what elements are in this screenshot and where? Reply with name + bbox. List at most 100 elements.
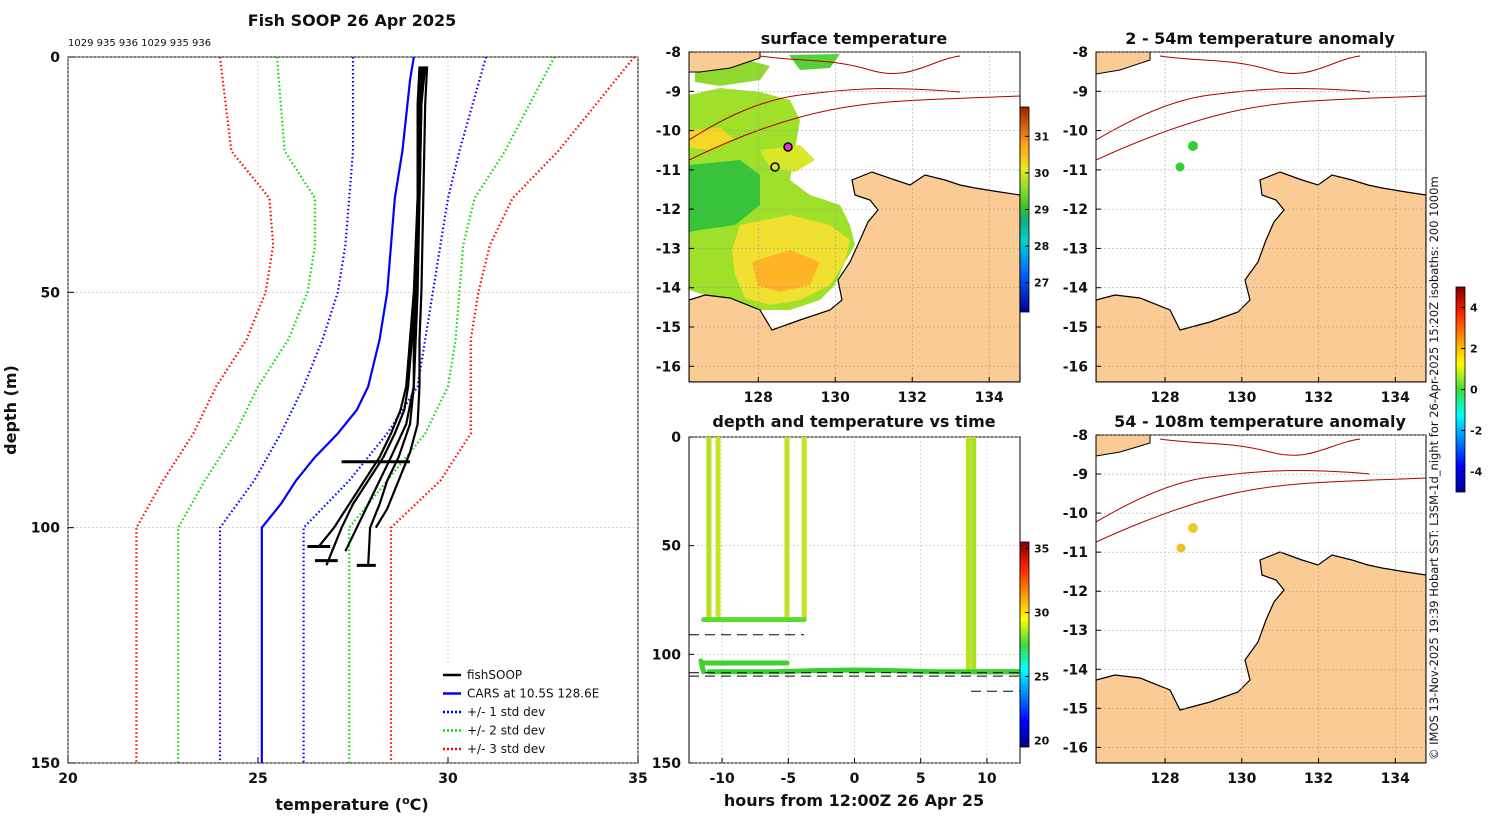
profile-series-fishsoop-3 xyxy=(344,66,427,552)
anom-cb-tick-label: -4 xyxy=(1470,466,1483,479)
sst-xtick-label: 132 xyxy=(898,390,927,406)
sst-marker-1 xyxy=(783,142,793,152)
anom1-dot-1 xyxy=(1188,141,1198,151)
anom1-land xyxy=(1096,171,1426,382)
time-xtick-label: 0 xyxy=(850,771,860,787)
anom2-dot-2 xyxy=(1176,543,1186,553)
profile-xtick-label: 25 xyxy=(248,771,267,787)
anom1-ticks: 128 130 132 134 -8 -9 -10 -11 -12 -13 -14 -15 -16 xyxy=(1063,45,1410,406)
sst-cb-tick-label: 29 xyxy=(1034,204,1049,217)
anom1-xtick-label: 130 xyxy=(1227,390,1256,406)
sst-cb-tick-label: 27 xyxy=(1034,277,1049,290)
anom2-ytick-label: -16 xyxy=(1063,740,1088,756)
anom1-ytick-label: -16 xyxy=(1063,359,1088,375)
profile-axes xyxy=(67,56,639,764)
sst-patch-cool xyxy=(689,160,760,232)
anom2-map xyxy=(1096,435,1426,763)
anomaly-colorbar-ticks: 4 2 0 -2 -4 xyxy=(1461,302,1483,479)
sst-patch-east xyxy=(760,145,815,172)
legend-label: +/- 1 std dev xyxy=(467,705,545,719)
time-ytick-label: 150 xyxy=(652,756,681,772)
anom2-ticks: 128 130 132 134 -8 -9 -10 -11 -12 -13 -14 -15 -16 xyxy=(1063,428,1410,787)
anom2-dot-1 xyxy=(1188,523,1198,533)
anom2-panel: 54 - 108m temperature anomaly 128 130 132 1… xyxy=(1063,286,1483,787)
profile-ytick-label: 0 xyxy=(50,50,60,66)
time-colorbar-ticks: 35 30 25 20 xyxy=(1025,542,1050,748)
profile-ytick-label: 150 xyxy=(31,756,60,772)
anom2-ytick-label: -15 xyxy=(1063,701,1088,717)
sst-ytick-label: -11 xyxy=(656,163,681,179)
sst-ticks: 128 130 132 134 -8 -9 -10 -11 -12 -13 -14 -15 -16 xyxy=(656,45,1004,406)
sst-ytick-label: -16 xyxy=(656,359,681,375)
profile-ticks: 20 25 30 35 0 50 100 150 xyxy=(31,50,648,787)
time-panel: depth and temperature vs time -10 -5 0 5 100… xyxy=(652,412,1050,810)
time-xtick-label: -10 xyxy=(709,771,735,787)
anom2-ytick-label: -8 xyxy=(1072,428,1088,444)
anom-cb-tick-label: 4 xyxy=(1470,302,1478,315)
profile-lines xyxy=(135,57,636,763)
legend-label: +/- 2 std dev xyxy=(467,724,545,738)
anom1-ytick-label: -13 xyxy=(1063,241,1088,257)
sst-ytick-label: -14 xyxy=(656,281,682,297)
profile-xlabel-unit: o xyxy=(402,794,410,807)
profile-series--3-std xyxy=(389,57,636,763)
sst-xtick-label: 134 xyxy=(975,390,1004,406)
time-axes xyxy=(688,436,1021,764)
anom1-panel: 2 - 54m temperature anomaly 128 130 132 134… xyxy=(1063,29,1427,406)
legend-label: CARS at 10.5S 128.6E xyxy=(467,687,599,701)
credit-text: © IMOS 13-Nov-2025 19:39 Hobart SST: L3S… xyxy=(1427,176,1441,760)
time-ytick-label: 100 xyxy=(652,647,681,663)
sst-colorbar-ticks: 27 28 29 30 31 xyxy=(1025,130,1050,290)
profile-ytick-label: 100 xyxy=(31,521,60,537)
anom2-xtick-label: 132 xyxy=(1304,771,1333,787)
anom1-ytick-label: -9 xyxy=(1072,84,1088,100)
anom2-xtick-label: 128 xyxy=(1150,771,1179,787)
profile-xlabel-main: temperature ( xyxy=(275,795,402,814)
time-trace xyxy=(698,658,707,675)
profile-subtitle: 1029 935 936 1029 935 936 xyxy=(68,38,211,49)
sst-xtick-label: 130 xyxy=(821,390,850,406)
sst-grid xyxy=(689,51,1020,382)
anom1-map xyxy=(1096,52,1426,382)
profile-series--3-std xyxy=(135,57,275,763)
profile-panel: Fish SOOP 26 Apr 2025 1029 935 936 1029 … xyxy=(1,11,648,814)
profile-series-fishsoop-4 xyxy=(367,66,421,566)
sst-ytick-label: -8 xyxy=(665,45,681,61)
time-title: depth and temperature vs time xyxy=(712,412,995,431)
sst-title: surface temperature xyxy=(761,29,948,48)
profile-xtick-label: 35 xyxy=(628,771,647,787)
anom1-ytick-label: -11 xyxy=(1063,163,1088,179)
anom2-ytick-label: -13 xyxy=(1063,623,1088,639)
sst-ytick-label: -10 xyxy=(656,124,682,140)
time-colorbar xyxy=(1019,541,1030,748)
anom1-xtick-label: 132 xyxy=(1304,390,1333,406)
anom1-dot-2 xyxy=(1175,162,1185,172)
sst-xtick-label: 128 xyxy=(744,390,773,406)
sst-land xyxy=(689,171,1020,382)
legend-label: +/- 3 std dev xyxy=(467,742,545,756)
anom1-grid xyxy=(1096,51,1426,382)
anom-cb-tick-label: 0 xyxy=(1470,384,1478,397)
time-xlabel: hours from 12:00Z 26 Apr 25 xyxy=(724,791,984,810)
anom1-ytick-label: -15 xyxy=(1063,320,1088,336)
sst-panel: surface temperature 128 130 132 134 -8 -9 xyxy=(656,29,1050,406)
sst-isobath-200 xyxy=(689,95,1020,161)
time-ytick-label: 50 xyxy=(662,539,682,555)
profile-xlabel-end: C) xyxy=(410,795,429,814)
anom1-xtick-label: 134 xyxy=(1381,390,1410,406)
anom1-ytick-label: -12 xyxy=(1063,202,1088,218)
sst-cb-tick-label: 31 xyxy=(1034,130,1049,143)
time-cb-tick-label: 20 xyxy=(1034,735,1050,748)
anom1-land-north xyxy=(1096,52,1151,75)
legend-box xyxy=(438,663,634,757)
anom-cb-tick-label: -2 xyxy=(1470,425,1482,438)
time-cb-tick-label: 25 xyxy=(1034,671,1049,684)
sst-cb-tick-label: 28 xyxy=(1034,240,1049,253)
anom1-ytick-label: -10 xyxy=(1063,124,1089,140)
time-cb-tick-label: 30 xyxy=(1034,606,1050,619)
sst-isobath-north xyxy=(759,55,961,74)
sst-ytick-label: -12 xyxy=(656,202,681,218)
anom2-title: 54 - 108m temperature anomaly xyxy=(1114,412,1406,431)
